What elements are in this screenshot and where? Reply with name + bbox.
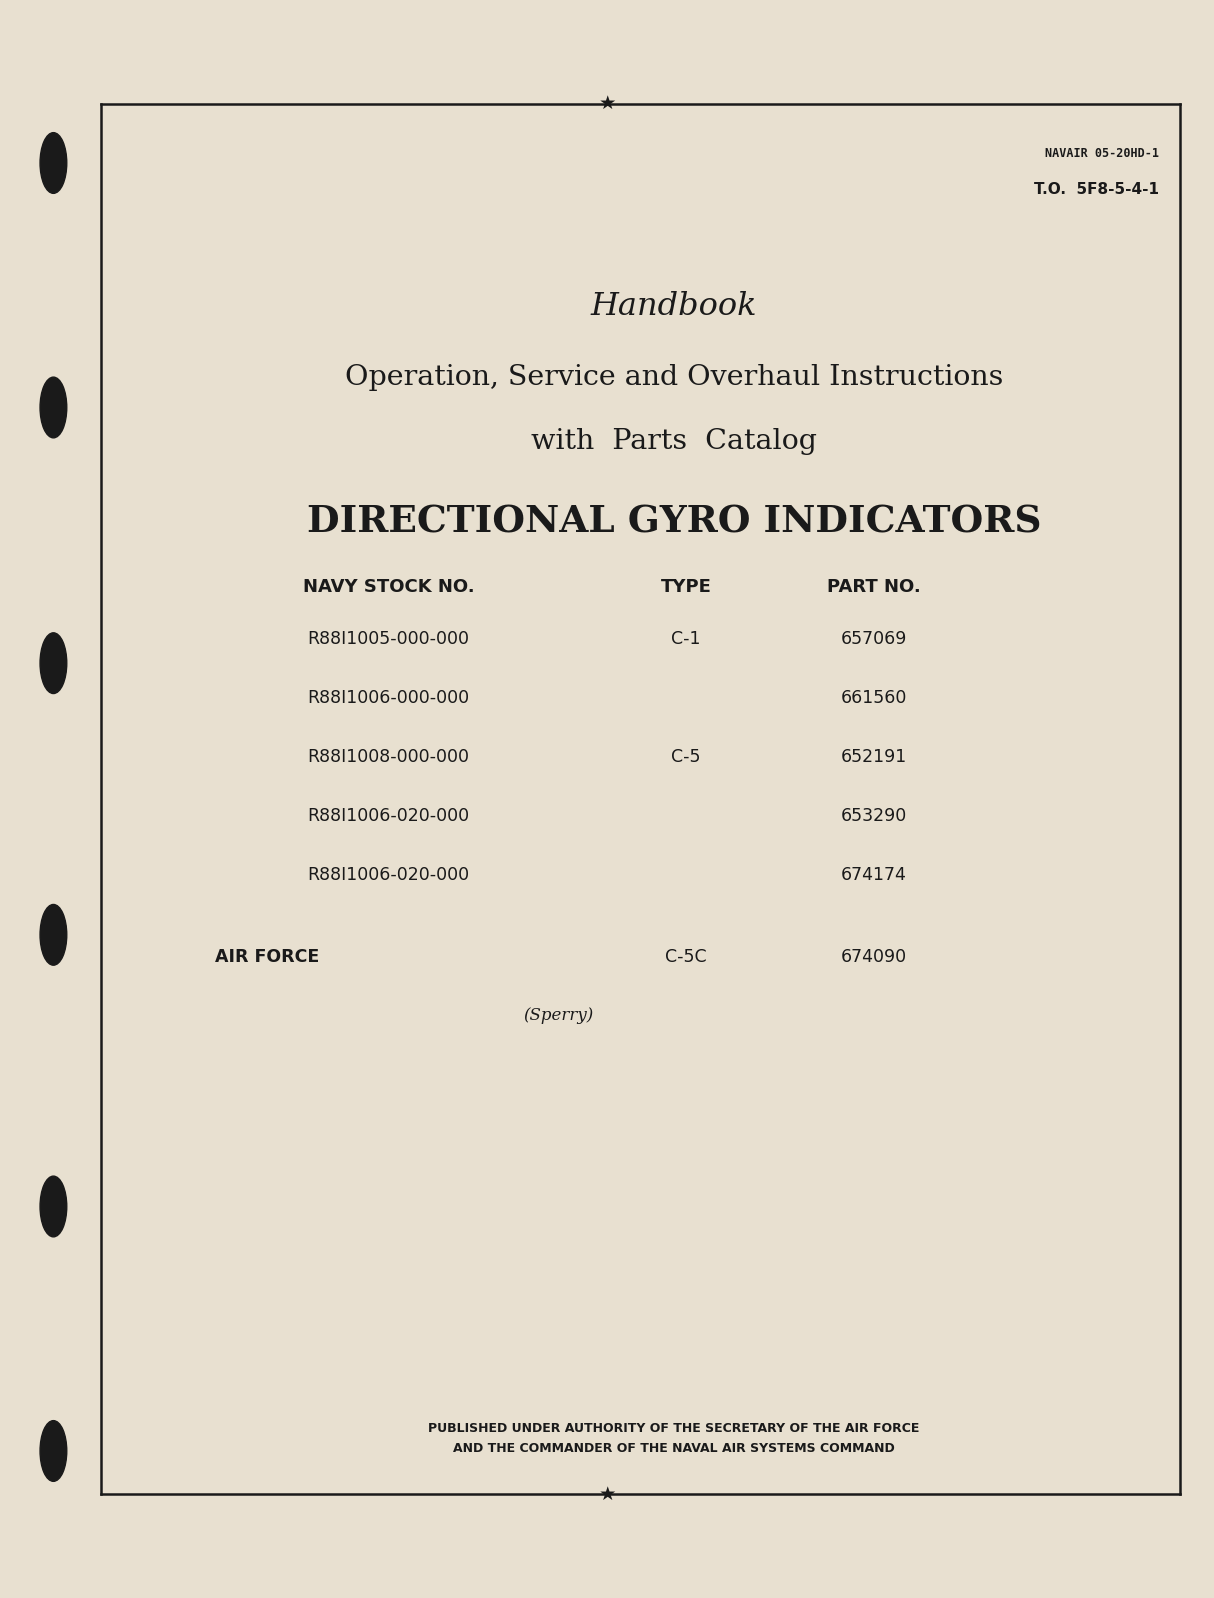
Text: 653290: 653290 [841,807,907,825]
Ellipse shape [40,1421,67,1481]
Text: C-5C: C-5C [665,948,707,965]
Text: 652191: 652191 [841,748,907,765]
Text: ★: ★ [599,1485,615,1504]
Text: R88I1005-000-000: R88I1005-000-000 [307,630,470,647]
Text: Operation, Service and Overhaul Instructions: Operation, Service and Overhaul Instruct… [345,364,1003,392]
Ellipse shape [40,904,67,965]
Text: C-5: C-5 [671,748,700,765]
Text: ★: ★ [599,94,615,113]
Text: R88I1006-020-000: R88I1006-020-000 [307,807,470,825]
Text: Handbook: Handbook [590,291,758,321]
Ellipse shape [40,377,67,438]
Text: AIR FORCE: AIR FORCE [215,948,319,965]
Text: 661560: 661560 [841,689,907,706]
Text: R88I1006-000-000: R88I1006-000-000 [307,689,470,706]
Text: 657069: 657069 [841,630,907,647]
Text: 674174: 674174 [841,866,907,884]
Text: 674090: 674090 [841,948,907,965]
Ellipse shape [40,1176,67,1237]
Text: NAVY STOCK NO.: NAVY STOCK NO. [302,578,475,596]
Text: DIRECTIONAL GYRO INDICATORS: DIRECTIONAL GYRO INDICATORS [306,503,1042,540]
Text: PUBLISHED UNDER AUTHORITY OF THE SECRETARY OF THE AIR FORCE
AND THE COMMANDER OF: PUBLISHED UNDER AUTHORITY OF THE SECRETA… [429,1422,919,1456]
Text: R88I1008-000-000: R88I1008-000-000 [307,748,470,765]
Text: TYPE: TYPE [660,578,711,596]
Text: C-1: C-1 [671,630,700,647]
Text: NAVAIR 05-20HD-1: NAVAIR 05-20HD-1 [1045,147,1159,160]
Text: with  Parts  Catalog: with Parts Catalog [531,428,817,455]
Ellipse shape [40,133,67,193]
Text: (Sperry): (Sperry) [523,1007,594,1024]
Ellipse shape [40,633,67,694]
Text: PART NO.: PART NO. [827,578,921,596]
Text: R88I1006-020-000: R88I1006-020-000 [307,866,470,884]
Text: T.O.  5F8-5-4-1: T.O. 5F8-5-4-1 [1034,182,1159,197]
